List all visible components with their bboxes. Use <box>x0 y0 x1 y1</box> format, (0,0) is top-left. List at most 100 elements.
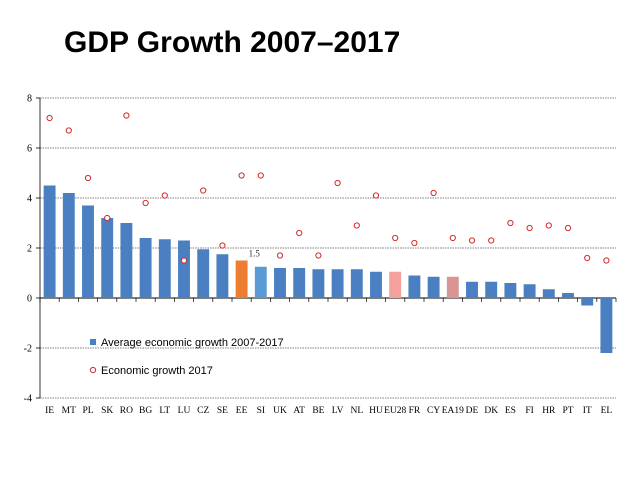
bar-EA19 <box>446 276 459 298</box>
category-label-PL: PL <box>82 406 93 416</box>
category-label-SK: SK <box>101 406 113 416</box>
marker-DK <box>488 237 495 244</box>
category-label-LT: LT <box>159 406 170 416</box>
marker-CY <box>430 189 437 197</box>
category-label-HR: HR <box>542 406 556 416</box>
category-label-PT: PT <box>562 406 573 416</box>
category-labels: 1.5IE MT PL SK RO BG LT LU CZ SE EE SI UK AT BE LV NL HU E… <box>45 249 612 417</box>
y-tick-label: 6 <box>27 144 32 155</box>
marker-PL <box>84 174 92 182</box>
bar-CZ <box>197 249 210 298</box>
bar-SI <box>254 266 267 298</box>
marker-DE <box>468 237 476 244</box>
marker-IE <box>46 114 53 122</box>
y-tick-label: 4 <box>27 194 32 205</box>
category-label-LV: LV <box>332 406 344 416</box>
category-label-AT: AT <box>293 406 305 416</box>
category-label-SI: SI <box>257 406 265 416</box>
marker-MT <box>65 127 72 134</box>
category-label-CZ: CZ <box>197 406 209 416</box>
legend-swatch-bar <box>90 339 96 345</box>
marker-EU28 <box>392 234 399 242</box>
marker-HU <box>372 192 380 199</box>
y-tick-label: -2 <box>24 344 32 355</box>
y-tick-label: 2 <box>27 244 32 255</box>
legend-swatch-marker <box>89 366 97 374</box>
marker-FI <box>526 224 533 232</box>
marker-SE <box>219 242 226 249</box>
y-tick-label: -4 <box>24 394 32 405</box>
bar-DE <box>466 281 478 298</box>
marker-SI <box>257 172 264 179</box>
legend-label: Economic growth 2017 <box>101 365 213 377</box>
bar-DK <box>485 281 498 298</box>
bar-CY <box>427 276 440 298</box>
marker-EA19 <box>449 234 456 242</box>
marker-NL <box>353 222 360 229</box>
bar-FR <box>408 275 421 298</box>
bar-PT <box>562 293 574 298</box>
marker-PT <box>564 224 572 232</box>
bar-IE <box>43 185 56 298</box>
category-label-BE: BE <box>312 406 324 416</box>
chart-title: GDP Growth 2007–2017 <box>64 26 401 59</box>
marker-LV <box>334 179 341 187</box>
marker-EL <box>603 257 610 264</box>
category-label-IE: IE <box>45 406 54 416</box>
category-label-UK: UK <box>273 406 287 416</box>
marker-HR <box>545 222 552 229</box>
marker-EE <box>238 172 245 179</box>
category-label-FR: FR <box>409 406 421 416</box>
bar-SK <box>101 218 114 298</box>
category-label-EL: EL <box>601 406 613 416</box>
category-label-DE: DE <box>466 406 479 416</box>
marker-BG <box>142 199 149 207</box>
category-label-DK: DK <box>484 406 498 416</box>
category-label-EU28: EU28 <box>384 406 406 416</box>
marker-FR <box>411 239 418 247</box>
category-label-HU: HU <box>369 406 383 416</box>
category-label-EE: EE <box>236 406 248 416</box>
category-label-LU: LU <box>178 406 191 416</box>
data-label-EE: 1.5 <box>249 249 261 259</box>
category-label-MT: MT <box>62 406 76 416</box>
bar-series <box>43 185 613 353</box>
bar-AT <box>293 268 306 298</box>
bar-BG <box>139 238 152 298</box>
bar-EE <box>235 260 248 298</box>
bar-EU28 <box>389 271 402 298</box>
bar-LV <box>331 269 344 298</box>
marker-LT <box>161 192 168 199</box>
category-label-IT: IT <box>583 406 592 416</box>
category-label-FI: FI <box>525 406 533 416</box>
marker-ES <box>507 219 514 227</box>
marker-RO <box>123 112 130 119</box>
marker-LU <box>180 257 188 264</box>
legend: Average economic growth 2007-2017 Economi… <box>89 337 284 377</box>
bar-MT <box>62 193 75 298</box>
y-tick-label: 0 <box>27 294 32 305</box>
bar-RO <box>120 223 133 298</box>
bar-SE <box>216 254 229 298</box>
category-label-ES: ES <box>505 406 516 416</box>
bar-BE <box>312 269 325 298</box>
axes: -4 -2 0 2 4 6 8 <box>24 94 617 405</box>
bar-LT <box>158 239 171 298</box>
bar-PL <box>82 205 94 298</box>
bar-LU <box>178 240 190 298</box>
marker-SK <box>104 214 111 222</box>
bar-FI <box>523 284 536 298</box>
category-label-SE: SE <box>217 406 228 416</box>
category-label-EA19: EA19 <box>442 406 464 416</box>
marker-UK <box>276 252 284 259</box>
category-label-NL: NL <box>350 406 363 416</box>
bar-NL <box>350 269 363 298</box>
marker-series <box>46 112 610 264</box>
marker-CZ <box>200 187 207 194</box>
legend-label: Average economic growth 2007-2017 <box>101 337 284 349</box>
bar-HR <box>542 289 555 298</box>
bar-ES <box>504 283 517 298</box>
marker-IT <box>584 254 591 262</box>
bar-HU <box>370 271 382 298</box>
